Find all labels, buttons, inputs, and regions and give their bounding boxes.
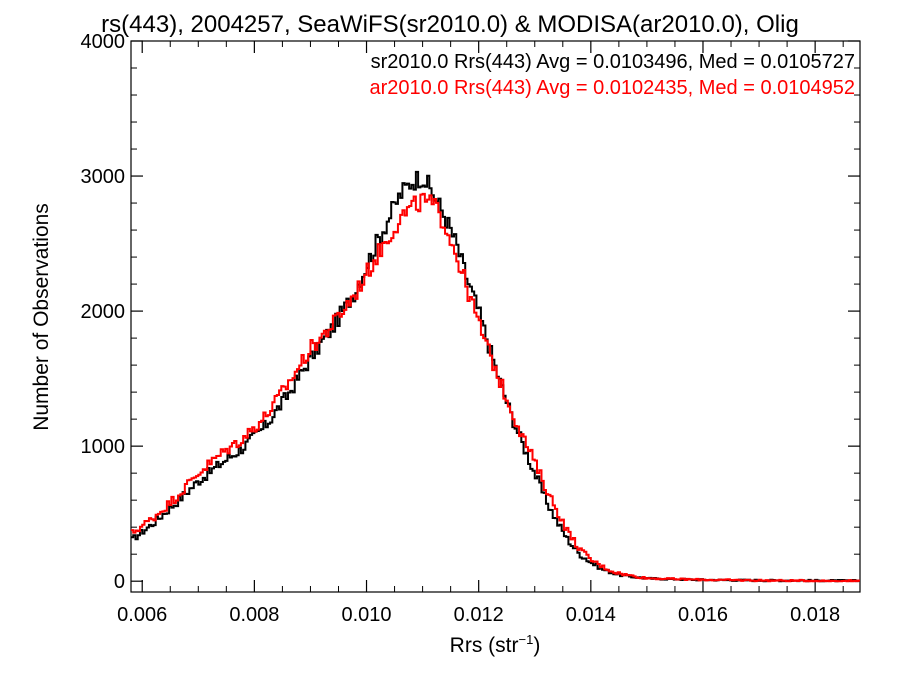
x-tick-label: 0.018 [790,604,840,626]
y-tick-label: 4000 [81,31,126,53]
chart-title: rs(443), 2004257, SeaWiFS(sr2010.0) & MO… [101,11,799,38]
legend-entry-ar2010: ar2010.0 Rrs(443) Avg = 0.0102435, Med =… [369,77,855,99]
series-line-ar2010 [131,192,860,583]
y-tick-label: 2000 [81,301,126,323]
x-axis-title-superscript: −1 [519,632,534,647]
series-layer [131,170,860,583]
y-tick-label: 1000 [81,436,126,458]
x-tick-label: 0.016 [678,604,728,626]
y-axis-ticks: 0 1000 2000 3000 4000 [81,31,860,593]
series-line-sr2010 [131,170,860,583]
y-tick-label: 0 [114,571,125,593]
x-tick-label: 0.014 [566,604,616,626]
legend-entry-sr2010: sr2010.0 Rrs(443) Avg = 0.0103496, Med =… [371,51,855,73]
x-axis-title-main: Rrs (str [450,634,519,657]
y-axis-title: Number of Observations [30,203,53,431]
x-axis-title-close: ) [533,634,540,657]
x-axis-title: Rrs (str−1) [450,632,541,657]
plot-frame [130,40,861,593]
x-tick-label: 0.006 [117,604,167,626]
y-tick-label: 3000 [81,166,126,188]
x-tick-label: 0.012 [454,604,504,626]
x-tick-label: 0.010 [341,604,391,626]
x-tick-label: 0.008 [229,604,279,626]
